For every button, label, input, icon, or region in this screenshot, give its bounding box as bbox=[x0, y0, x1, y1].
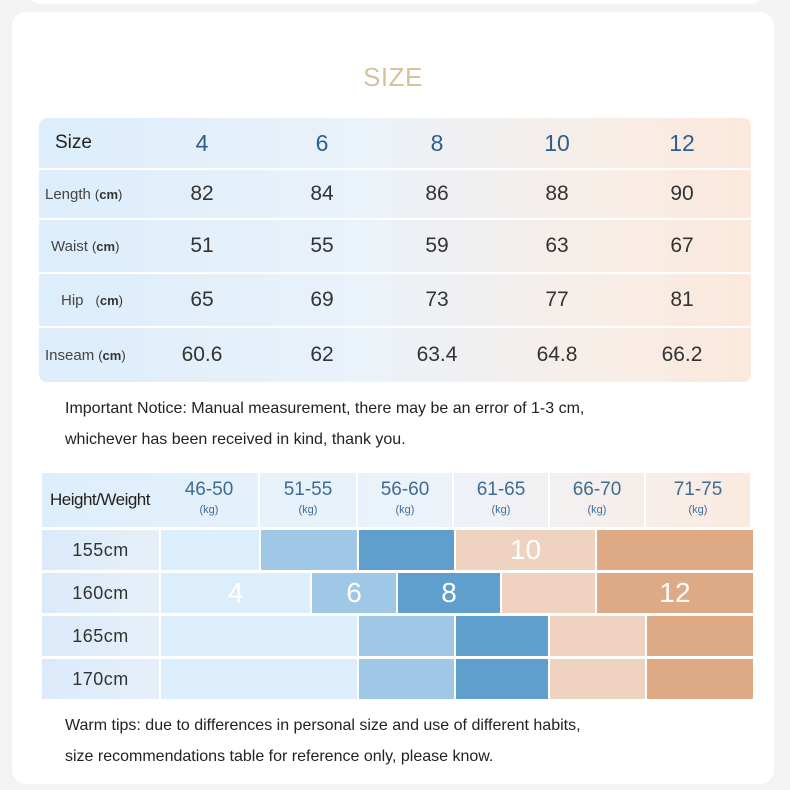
hw-header-background bbox=[42, 473, 750, 527]
row-label-length: Lengthcm bbox=[45, 170, 122, 218]
size-block-6 bbox=[261, 530, 357, 570]
table-cell: 77 bbox=[545, 288, 569, 311]
size-header-12: 12 bbox=[669, 129, 695, 156]
table-cell: 90 bbox=[670, 182, 694, 205]
size-header-8: 8 bbox=[430, 129, 444, 156]
size-header-4: 4 bbox=[195, 129, 209, 156]
table-cell: 86 bbox=[425, 182, 449, 205]
table-cell: 63.4 bbox=[416, 343, 458, 366]
table-row: Hipcm 65 69 73 77 81 bbox=[39, 274, 751, 328]
table-cell: 65 bbox=[190, 288, 214, 311]
table-cell: 59 bbox=[425, 234, 449, 257]
size-measurement-table: Size 4 6 8 10 12 Lengthcm 82 84 86 88 90… bbox=[39, 118, 751, 382]
size-block-4 bbox=[161, 616, 357, 656]
size-block-8: 8 bbox=[398, 573, 500, 613]
table-cell: 55 bbox=[310, 234, 334, 257]
table-cell: 82 bbox=[190, 182, 214, 205]
height-label-155: 155cm bbox=[42, 530, 159, 570]
size-block-4: 4 bbox=[161, 573, 310, 613]
row-label-hip: Hipcm bbox=[61, 274, 123, 326]
table-cell: 73 bbox=[425, 288, 449, 311]
table-cell: 66.2 bbox=[661, 343, 703, 366]
weight-header-56-60: 56-60 (kg) bbox=[358, 473, 454, 527]
weight-header-51-55: 51-55 (kg) bbox=[260, 473, 358, 527]
height-weight-header: Height/Weight bbox=[50, 490, 150, 509]
size-block-6 bbox=[359, 659, 454, 699]
warm-tips-line-2: size recommendations table for reference… bbox=[65, 748, 494, 765]
size-block-10: 10 bbox=[456, 530, 595, 570]
size-block-8 bbox=[456, 659, 548, 699]
warm-tips-line-1: Warm tips: due to differences in persona… bbox=[65, 717, 581, 734]
size-block-12: 12 bbox=[597, 573, 753, 613]
row-label-inseam: Inseamcm bbox=[45, 328, 126, 382]
height-label-160: 160cm bbox=[42, 573, 159, 613]
size-block-8 bbox=[456, 616, 548, 656]
measurement-notice-line-1: Important Notice: Manual measurement, th… bbox=[65, 400, 585, 417]
table-cell: 88 bbox=[545, 182, 569, 205]
size-block-12 bbox=[597, 530, 753, 570]
size-block-4 bbox=[161, 530, 259, 570]
size-block-4 bbox=[161, 659, 357, 699]
size-block-10 bbox=[502, 573, 595, 613]
size-header-6: 6 bbox=[315, 129, 329, 156]
weight-header-61-65: 61-65 (kg) bbox=[454, 473, 550, 527]
size-block-8 bbox=[359, 530, 454, 570]
measurement-notice-line-2: whichever has been received in kind, tha… bbox=[65, 431, 406, 448]
table-cell: 63 bbox=[545, 234, 569, 257]
table-cell: 62 bbox=[310, 343, 334, 366]
size-block-6: 6 bbox=[312, 573, 396, 613]
size-block-10 bbox=[550, 659, 645, 699]
table-cell: 69 bbox=[310, 288, 334, 311]
size-block-12 bbox=[647, 616, 753, 656]
size-header-label: Size bbox=[55, 132, 92, 153]
size-block-6 bbox=[359, 616, 454, 656]
size-header-10: 10 bbox=[544, 129, 570, 156]
table-cell: 67 bbox=[670, 234, 694, 257]
size-block-10 bbox=[550, 616, 645, 656]
weight-header-66-70: 66-70 (kg) bbox=[550, 473, 646, 527]
table-cell: 64.8 bbox=[536, 343, 578, 366]
weight-header-46-50: 46-50 (kg) bbox=[160, 473, 260, 527]
previous-card-edge bbox=[28, 0, 762, 4]
table-row: Lengthcm 82 84 86 88 90 bbox=[39, 170, 751, 220]
table-cell: 51 bbox=[190, 234, 214, 257]
row-label-waist: Waistcm bbox=[51, 220, 119, 272]
table-cell: 84 bbox=[310, 182, 334, 205]
size-chart-card: SIZE Size 4 6 8 10 12 Lengthcm 82 84 86 … bbox=[12, 12, 774, 784]
table-row: Waistcm 51 55 59 63 67 bbox=[39, 220, 751, 274]
height-label-170: 170cm bbox=[42, 659, 159, 699]
height-label-165: 165cm bbox=[42, 616, 159, 656]
table-cell: 60.6 bbox=[181, 343, 223, 366]
weight-header-71-75: 71-75 (kg) bbox=[673, 479, 723, 516]
table-header-row: Size 4 6 8 10 12 bbox=[39, 118, 751, 170]
size-block-12 bbox=[647, 659, 753, 699]
table-row: Inseamcm 60.6 62 63.4 64.8 66.2 bbox=[39, 328, 751, 382]
section-title: SIZE bbox=[363, 62, 423, 92]
table-cell: 81 bbox=[670, 288, 694, 311]
